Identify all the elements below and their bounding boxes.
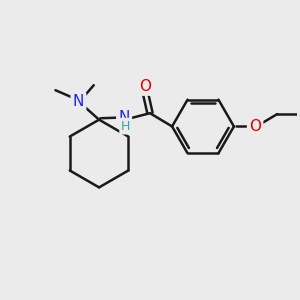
Text: O: O bbox=[139, 79, 151, 94]
Text: N: N bbox=[118, 110, 130, 125]
Text: H: H bbox=[121, 120, 130, 133]
Text: O: O bbox=[249, 119, 261, 134]
Text: N: N bbox=[73, 94, 84, 109]
